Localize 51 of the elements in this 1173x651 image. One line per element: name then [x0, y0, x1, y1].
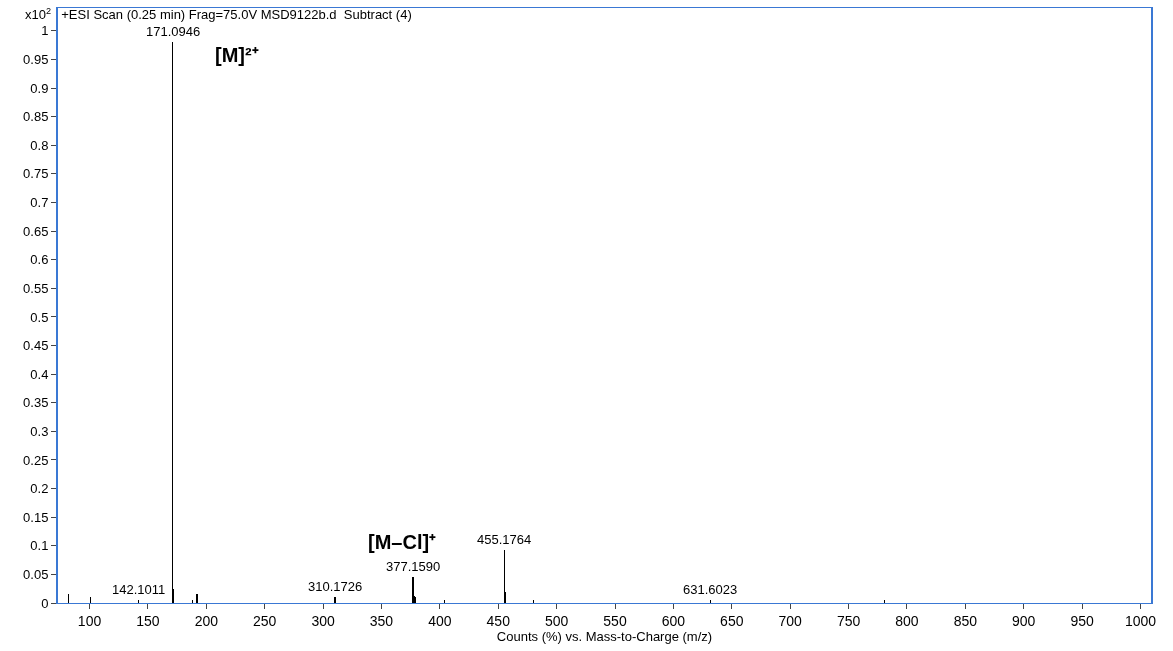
- x-tick-label: 600: [661, 612, 686, 629]
- annotation: 377.1590: [386, 559, 441, 574]
- y-tick-label: 0.45: [23, 338, 49, 354]
- x-tick-label: 450: [486, 612, 511, 629]
- annotation: 310.1726: [308, 579, 363, 594]
- y-tick-label: 0.55: [23, 280, 49, 296]
- annotation: [M–Cl]⁺: [368, 531, 437, 553]
- x-tick-label: 550: [603, 612, 627, 629]
- y-tick-label: 0.4: [30, 366, 49, 382]
- x-tick-label: 150: [136, 612, 160, 629]
- x-tick-label: 250: [253, 612, 277, 629]
- x-tick-label: 100: [77, 612, 102, 629]
- y-tick-label: 1: [41, 23, 49, 39]
- y-tick-label: 0.8: [30, 137, 49, 153]
- x-tick-label: 800: [895, 612, 919, 629]
- y-tick-label: 0.75: [23, 166, 49, 182]
- y-tick-label: 0.3: [30, 423, 49, 439]
- y-tick-label: 0.6: [30, 252, 49, 268]
- x-tick-label: 400: [428, 612, 452, 629]
- y-tick-label: 0.9: [30, 80, 49, 96]
- x-tick-label: 950: [1070, 612, 1094, 629]
- x-tick-label: 750: [836, 612, 861, 629]
- x-tick-label: 200: [194, 612, 219, 629]
- y-tick-label: 0: [41, 595, 49, 611]
- y-tick-label: 0.85: [23, 109, 49, 125]
- y-tick-label: 0.65: [23, 223, 49, 239]
- y-tick-label: 0.05: [23, 566, 49, 582]
- x-tick-label: 1000: [1124, 612, 1157, 629]
- x-tick-label: 300: [311, 612, 335, 629]
- x-axis-title: Counts (%) vs. Mass-to-Charge (m/z): [496, 629, 713, 645]
- annotation: 631.6023: [683, 582, 738, 597]
- x-tick-label: 850: [953, 612, 978, 629]
- annotation: 171.0946: [146, 24, 201, 39]
- x-tick-label: 350: [369, 612, 394, 629]
- y-tick-label: 0.2: [30, 481, 49, 497]
- x-tick-label: 500: [544, 612, 569, 629]
- chart-title: +ESI Scan (0.25 min) Frag=75.0V MSD9122b.d Subtract (4): [61, 6, 412, 22]
- y-tick-label: 0.5: [30, 309, 49, 325]
- y-tick-label: 0.7: [30, 195, 49, 211]
- x-tick-label: 900: [1012, 612, 1036, 629]
- x-tick-label: 650: [720, 612, 744, 629]
- y-tick-label: 0.25: [23, 452, 49, 468]
- x-tick-label: 700: [778, 612, 803, 629]
- y-tick-label: 0.35: [23, 395, 49, 411]
- y-axis-title: x10$^{2}$: [25, 6, 52, 23]
- annotation: 142.1011: [112, 582, 166, 597]
- y-tick-label: 0.1: [30, 538, 49, 554]
- y-tick-label: 0.15: [23, 509, 49, 525]
- annotation: [M]²⁺: [215, 44, 259, 66]
- annotation: 455.1764: [477, 532, 532, 547]
- y-tick-label: 0.95: [23, 52, 49, 68]
